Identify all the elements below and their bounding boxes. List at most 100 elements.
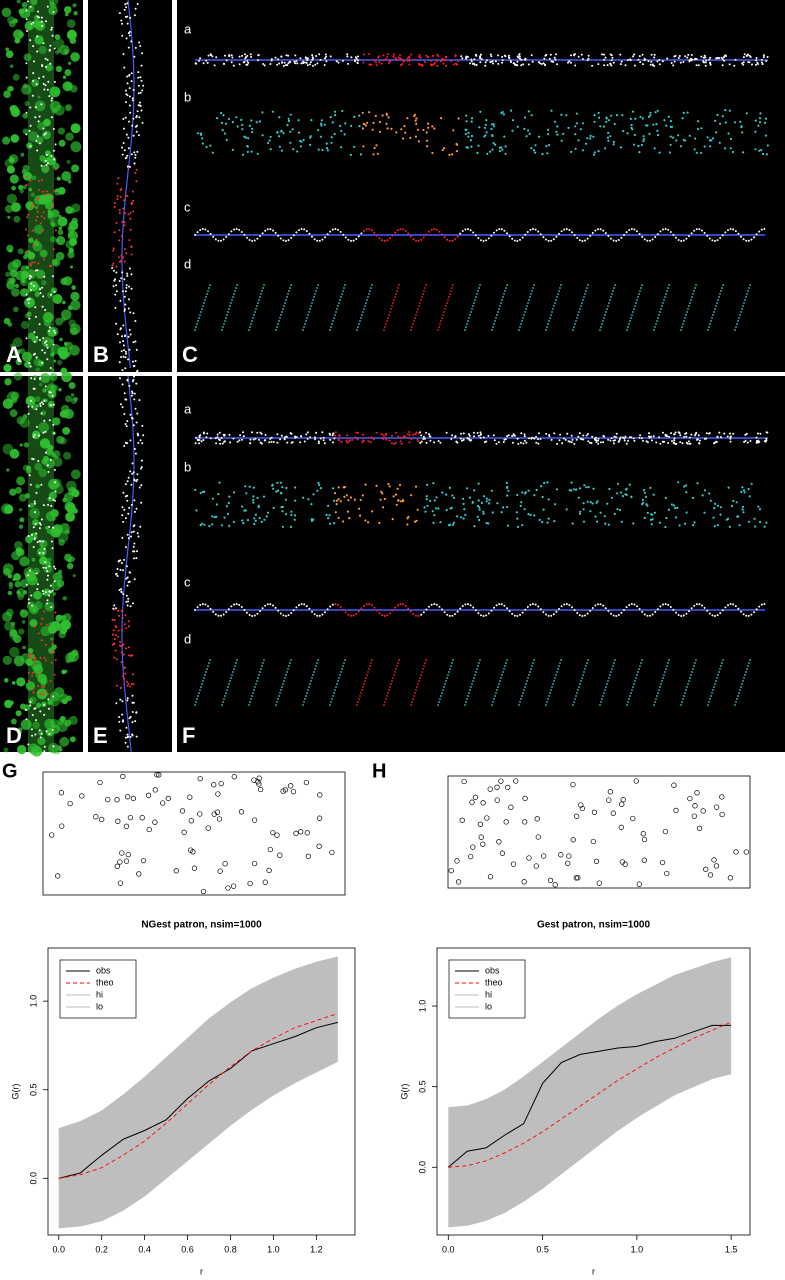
dot [38, 729, 41, 732]
dot [438, 605, 441, 608]
dot [342, 59, 344, 62]
dot [212, 235, 215, 238]
dot [485, 521, 488, 525]
dot [542, 236, 545, 239]
dot [198, 317, 200, 319]
dot [607, 305, 609, 307]
dot [742, 305, 744, 307]
dot [124, 647, 127, 650]
dot [230, 302, 232, 304]
dot [340, 440, 343, 443]
dot [325, 513, 328, 517]
dot [661, 440, 664, 443]
dot [236, 659, 238, 661]
dot [739, 120, 742, 123]
dot [580, 53, 583, 56]
dot [695, 58, 698, 60]
dot [15, 486, 22, 494]
dot [48, 326, 51, 329]
dot [604, 689, 606, 691]
dot [45, 591, 47, 594]
dot [34, 601, 43, 610]
point [575, 875, 581, 881]
dot [443, 147, 446, 150]
dot [504, 152, 507, 155]
dot [394, 441, 397, 444]
dot [50, 637, 54, 641]
dot [515, 64, 518, 67]
dot [583, 296, 585, 298]
dot [694, 662, 696, 664]
dot [261, 134, 264, 137]
dot [708, 237, 711, 240]
dot [52, 259, 59, 266]
dot [491, 134, 494, 138]
dot [761, 63, 764, 66]
point [152, 819, 158, 825]
point [114, 797, 120, 803]
dot [232, 671, 234, 673]
dot [750, 482, 753, 485]
dot [452, 496, 456, 499]
dot [127, 646, 130, 649]
dot [446, 677, 448, 679]
dot [137, 92, 140, 95]
dot [317, 129, 320, 132]
dot [679, 441, 682, 444]
dot [213, 516, 216, 519]
dot [568, 489, 571, 492]
dot [687, 440, 690, 443]
dot [433, 228, 436, 230]
dot [267, 511, 270, 514]
dot [378, 237, 381, 240]
dot [27, 598, 30, 601]
dot [196, 323, 198, 325]
dot [258, 517, 261, 520]
dot [695, 659, 697, 661]
dot [694, 287, 696, 289]
dot [52, 11, 55, 13]
dot [445, 305, 447, 307]
dot [431, 510, 434, 513]
dot [31, 94, 34, 97]
dot [223, 132, 226, 135]
dot [339, 299, 341, 301]
dot [430, 228, 433, 231]
dot [729, 437, 732, 440]
dot [573, 488, 576, 491]
dot [550, 438, 553, 441]
dot [42, 431, 45, 434]
dot [604, 314, 606, 316]
dot [282, 308, 284, 310]
dot [545, 145, 548, 148]
dot [243, 135, 246, 138]
dot [711, 614, 714, 617]
dot [254, 437, 257, 440]
dot [52, 293, 63, 305]
dot [597, 63, 600, 66]
dot [562, 132, 565, 135]
dot [246, 611, 248, 614]
dot [397, 499, 400, 502]
dot [412, 238, 415, 241]
dot [128, 87, 131, 90]
dot [363, 53, 366, 56]
dot [444, 308, 446, 310]
dot [341, 293, 343, 295]
dot [606, 64, 609, 67]
dot [137, 76, 140, 79]
dot [332, 695, 334, 697]
dot [25, 62, 28, 65]
dot [235, 228, 238, 230]
dot [602, 229, 605, 232]
dot [55, 317, 64, 326]
dot [252, 692, 254, 694]
dot [20, 653, 31, 663]
dot [625, 231, 628, 234]
dot [300, 62, 303, 65]
point [606, 797, 612, 803]
dot [391, 305, 393, 307]
dot [547, 128, 550, 131]
dot [43, 713, 46, 716]
point [641, 857, 647, 863]
